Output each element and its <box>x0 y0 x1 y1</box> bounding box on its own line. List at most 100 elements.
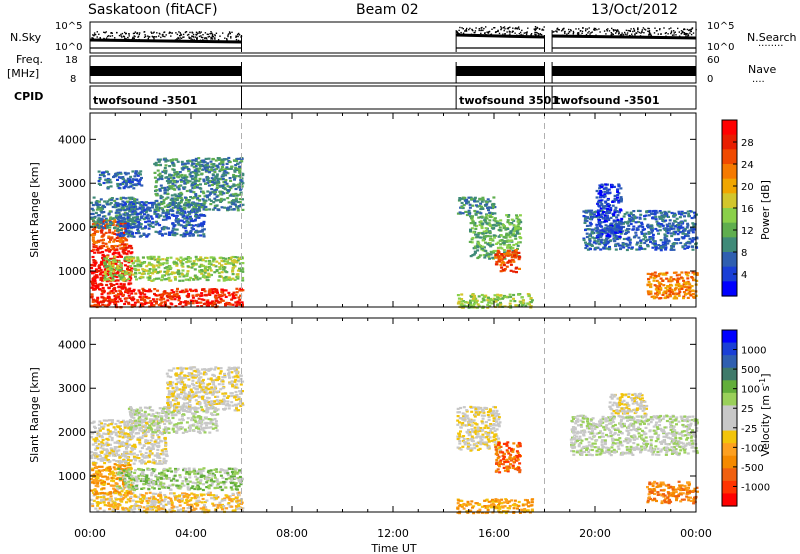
scatter-cell <box>493 212 497 215</box>
scatter-cell <box>130 303 134 307</box>
scatter-cell <box>498 229 502 232</box>
scatter-cell <box>236 275 240 278</box>
noise-point <box>488 30 491 33</box>
scatter-cell <box>460 306 464 309</box>
scatter-cell <box>594 246 598 249</box>
scatter-cell <box>102 181 106 185</box>
scatter-cell <box>182 221 186 224</box>
scatter-cell <box>105 181 109 184</box>
scatter-cell <box>499 234 503 237</box>
scatter-cell <box>682 279 686 282</box>
scatter-cell <box>236 207 240 210</box>
scatter-cell <box>90 217 94 220</box>
scatter-cell <box>595 214 599 218</box>
nave-label: Nave <box>748 63 776 76</box>
scatter-cell <box>184 278 188 281</box>
scatter-cell <box>513 254 516 257</box>
scatter-cell <box>115 214 119 217</box>
scatter-cell <box>191 208 195 211</box>
scatter-cell <box>484 294 488 297</box>
scatter-cell <box>156 163 160 167</box>
noise-point <box>614 29 616 31</box>
noise-point <box>648 35 650 37</box>
scatter-cell <box>94 287 97 290</box>
scatter-cell <box>145 215 149 218</box>
scatter-cell <box>158 177 162 180</box>
scatter-cell <box>118 297 122 300</box>
scatter-cell <box>194 215 197 218</box>
scatter-cell <box>515 271 518 274</box>
scatter-cell <box>170 303 174 306</box>
scatter-cell <box>201 190 205 193</box>
scatter-cell <box>679 241 683 245</box>
scatter-cell <box>506 254 510 257</box>
scatter-cell <box>135 213 139 216</box>
scatter-cell <box>652 240 656 243</box>
scatter-cell <box>475 306 479 309</box>
scatter-cell <box>484 249 488 253</box>
scatter-cell <box>680 210 684 213</box>
scatter-cell <box>108 203 112 206</box>
scatter-cell <box>106 177 110 181</box>
scatter-cell <box>582 238 586 242</box>
scatter-cell <box>686 277 690 280</box>
scatter-cell <box>108 222 112 225</box>
scatter-cell <box>150 302 154 305</box>
scatter-cell <box>487 209 490 212</box>
scatter-cell <box>614 248 618 251</box>
scatter-cell <box>154 210 158 213</box>
scatter-cell <box>608 227 612 230</box>
scatter-cell <box>102 258 105 261</box>
scatter-cell <box>111 205 115 209</box>
scatter-cell <box>459 303 463 306</box>
scatter-cell <box>606 189 609 192</box>
scatter-cell <box>682 229 686 232</box>
scatter-cell <box>233 278 237 281</box>
scatter-cell <box>672 232 676 236</box>
scatter-cell <box>664 273 668 276</box>
noise-point <box>615 29 617 31</box>
scatter-cell <box>108 241 112 244</box>
scatter-cell <box>176 209 180 212</box>
frequency-panel: Freq. [MHz] 18 8 60 0 Nave ···· <box>7 53 776 88</box>
scatter-cell <box>97 269 101 273</box>
scatter-cell <box>217 177 221 181</box>
noise-point <box>197 32 199 34</box>
scatter-cell <box>95 286 99 289</box>
noise-point <box>182 33 185 36</box>
scatter-cell <box>678 284 682 287</box>
scatter-cell <box>165 266 169 269</box>
noise-point <box>128 33 130 35</box>
scatter-cell <box>111 266 115 269</box>
scatter-cell <box>167 216 171 219</box>
scatter-cell <box>153 278 157 281</box>
scatter-cell <box>231 193 235 196</box>
scatter-cell <box>492 234 496 237</box>
scatter-cell <box>182 180 186 183</box>
scatter-cell <box>158 214 162 217</box>
scatter-cell <box>503 268 507 271</box>
scatter-cell <box>596 231 600 234</box>
scatter-cell <box>693 211 696 214</box>
scatter-cell <box>211 157 215 161</box>
scatter-cell <box>177 188 181 191</box>
scatter-cell <box>111 291 115 295</box>
noise-point <box>598 28 600 30</box>
scatter-cell <box>529 305 533 308</box>
scatter-cell <box>521 303 525 306</box>
scatter-cell <box>223 276 227 279</box>
scatter-cell <box>119 196 123 199</box>
scatter-cell <box>179 205 183 208</box>
scatter-cell <box>106 254 110 257</box>
noise-point <box>111 35 114 37</box>
scatter-cell <box>147 233 151 236</box>
scatter-cell <box>687 230 691 233</box>
scatter-cell <box>93 303 97 306</box>
scatter-cell <box>209 160 213 163</box>
scatter-cell <box>672 248 676 251</box>
scatter-cell <box>168 217 171 220</box>
noise-point <box>673 30 675 32</box>
scatter-cell <box>129 290 133 293</box>
noise-sky-trace <box>89 38 242 44</box>
scatter-cell <box>659 247 663 250</box>
